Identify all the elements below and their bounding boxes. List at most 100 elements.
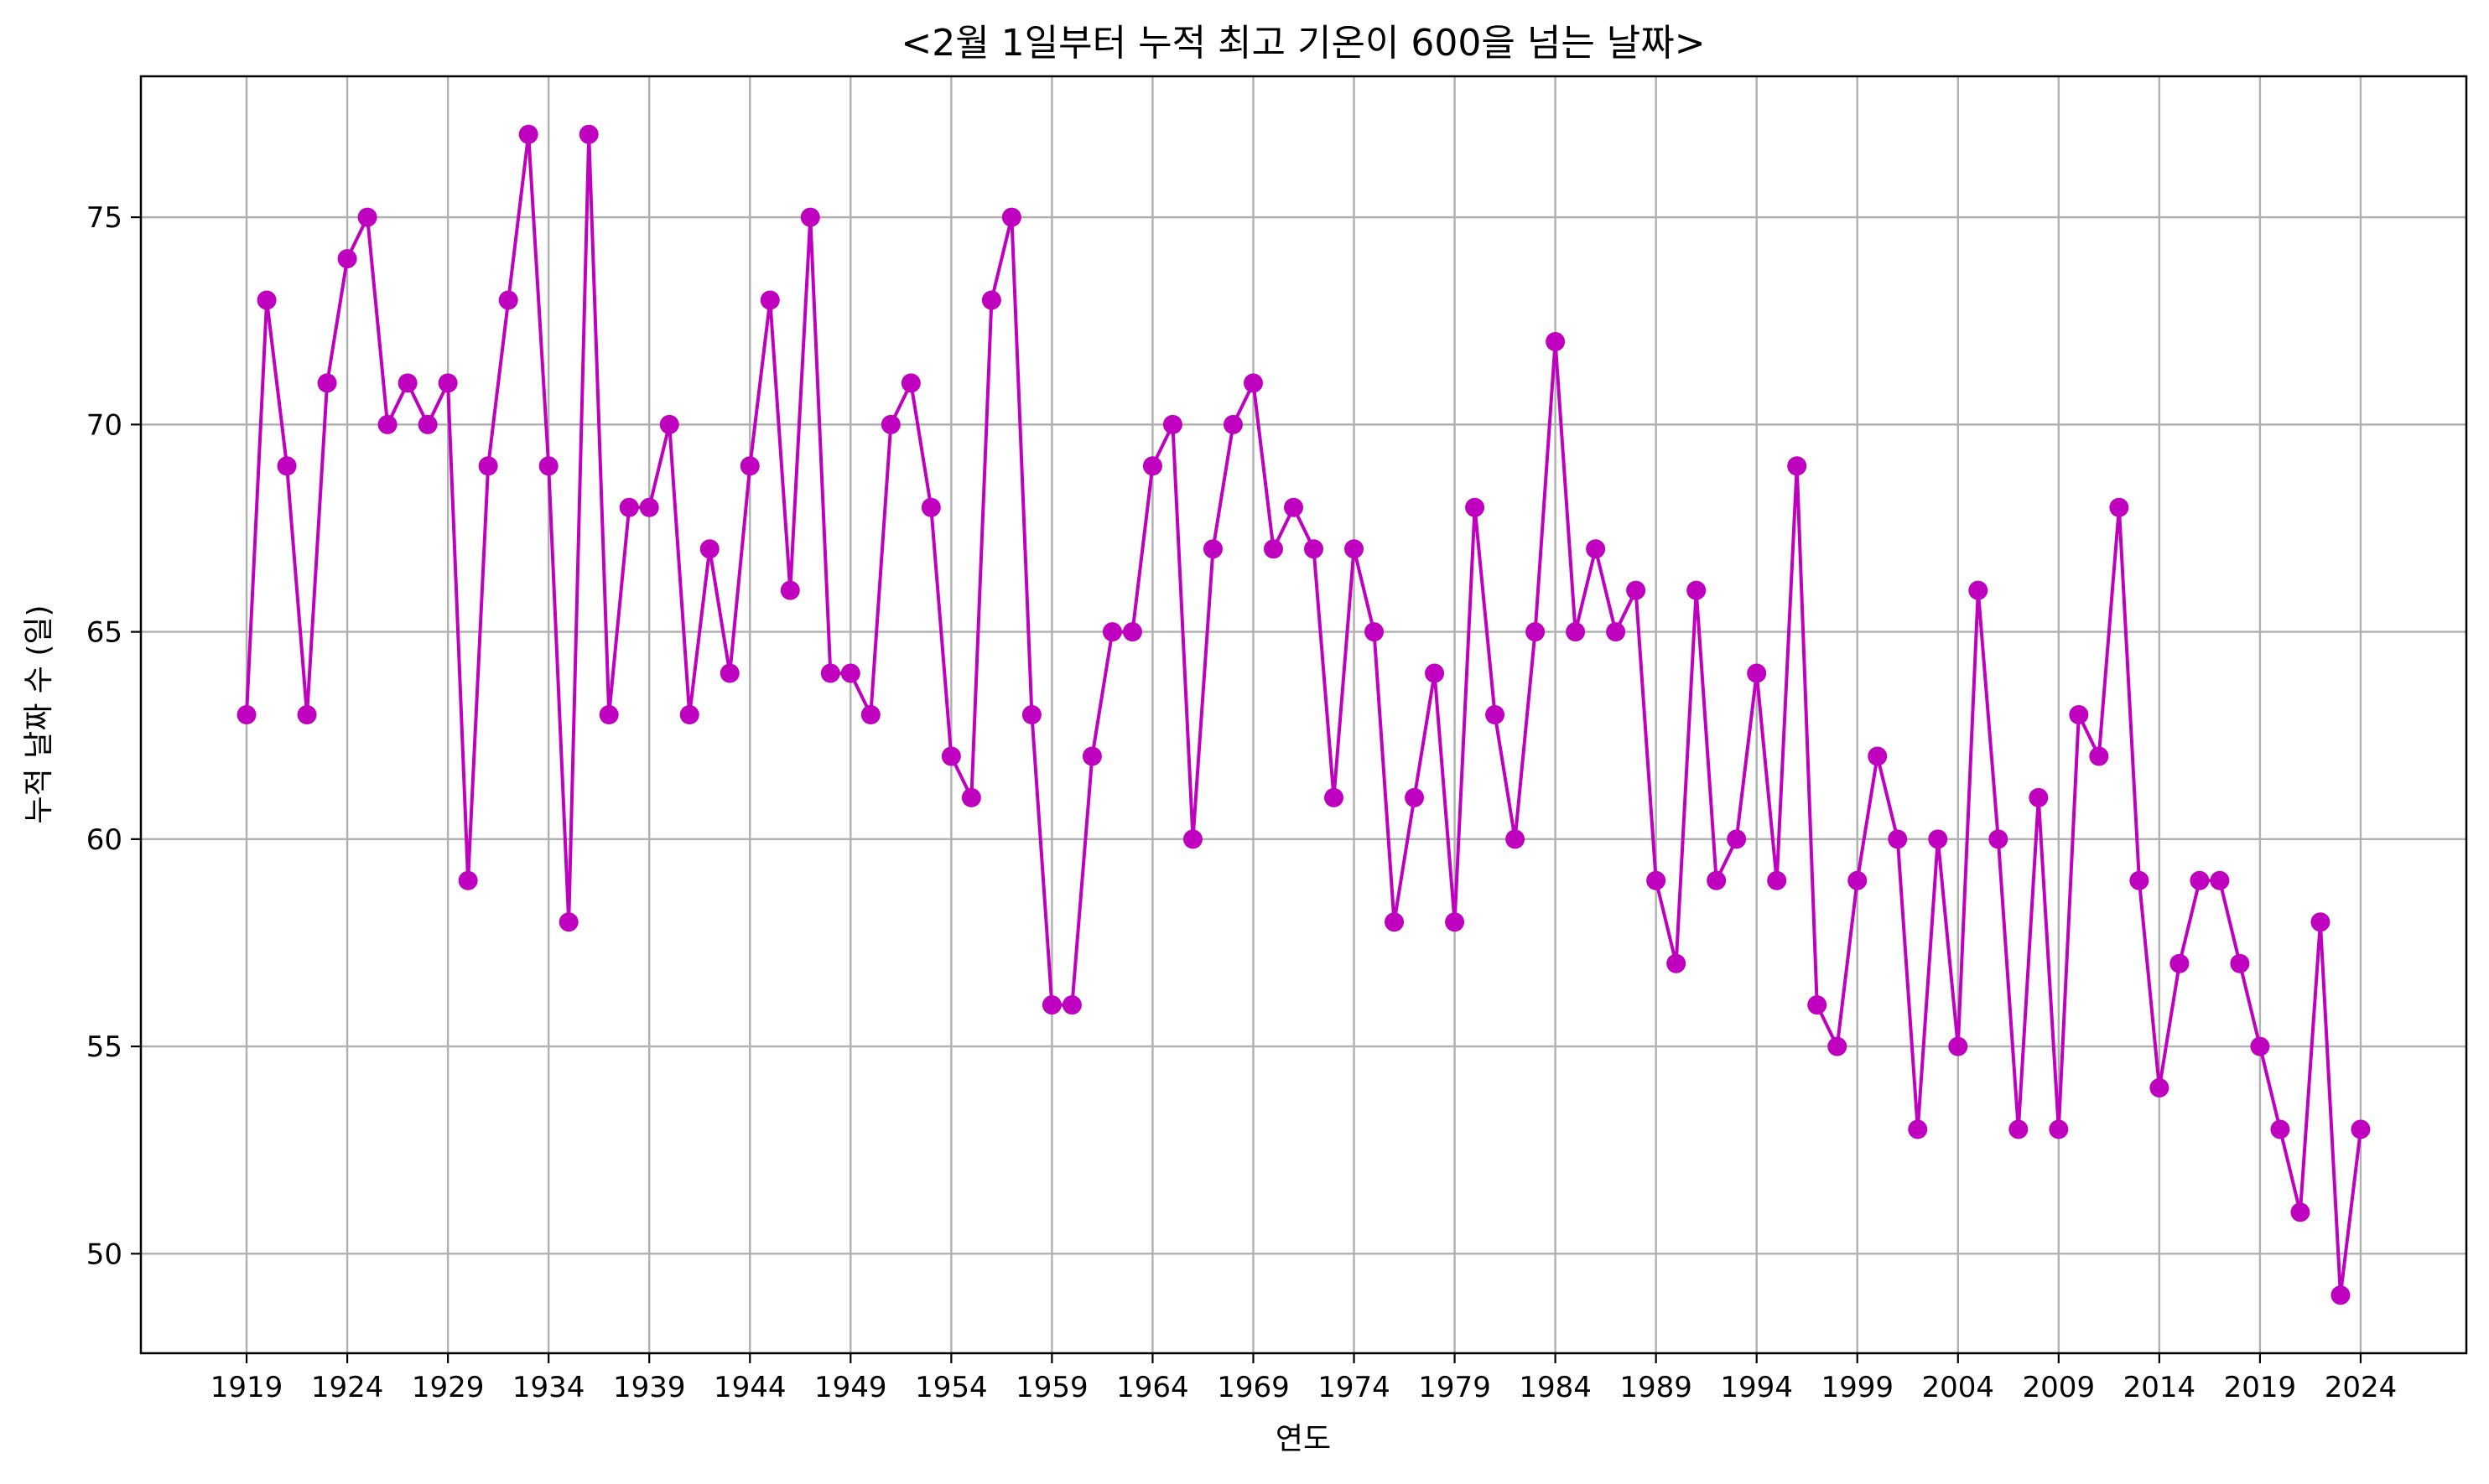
x-tick-label: 1974 [1317, 1371, 1390, 1404]
data-point [1182, 829, 1203, 849]
data-point [1868, 746, 1888, 766]
data-point [2331, 1285, 2351, 1305]
data-point [1082, 746, 1102, 766]
x-tick-label: 1994 [1720, 1371, 1793, 1404]
x-axis-ticks: 1919 1924 1929 1934 1939 1944 1949 1954 1959 1964… [210, 1353, 2397, 1404]
data-point [1847, 870, 1868, 890]
x-tick-label: 1959 [1016, 1371, 1089, 1404]
x-tick-label: 1964 [1116, 1371, 1189, 1404]
data-point [599, 705, 619, 724]
data-point [1304, 539, 1324, 559]
data-point [357, 207, 377, 227]
data-point [699, 539, 720, 559]
data-point [1928, 829, 1948, 849]
x-tick-label: 1934 [512, 1371, 585, 1404]
data-point [1263, 539, 1283, 559]
data-point [1364, 622, 1385, 642]
data-point [2190, 870, 2210, 890]
data-point [538, 456, 559, 476]
data-point [1485, 705, 1505, 724]
data-point [639, 497, 659, 517]
x-tick-label: 1954 [915, 1371, 988, 1404]
data-point [398, 373, 418, 393]
y-tick-label: 65 [86, 616, 122, 650]
data-point [458, 870, 478, 890]
data-point [901, 373, 921, 393]
data-point [921, 497, 941, 517]
data-point [498, 290, 518, 310]
data-point [1102, 622, 1122, 642]
data-series [236, 124, 2371, 1305]
y-axis-ticks: 50 55 60 65 70 75 [86, 201, 141, 1271]
data-point [1646, 870, 1666, 890]
data-point [760, 290, 780, 310]
data-point [317, 373, 337, 393]
data-point [1968, 580, 1988, 600]
data-point [337, 249, 357, 269]
x-tick-label: 2004 [1922, 1371, 1995, 1404]
data-point [1686, 580, 1707, 600]
data-point [579, 124, 599, 144]
x-tick-label: 1989 [1619, 1371, 1692, 1404]
data-point [2250, 1036, 2270, 1056]
data-point [2351, 1119, 2371, 1139]
data-point [1142, 456, 1162, 476]
data-point [860, 705, 881, 724]
data-point [1405, 787, 1425, 807]
x-tick-label: 2019 [2224, 1371, 2297, 1404]
data-point [1525, 622, 1546, 642]
data-point [820, 663, 840, 683]
data-point [1122, 622, 1142, 642]
data-point [1948, 1036, 1968, 1056]
series-line [245, 132, 2362, 1297]
x-axis-label: 연도 [1276, 1422, 1331, 1456]
data-point [1445, 912, 1465, 932]
data-point [1021, 705, 1042, 724]
data-point [2290, 1202, 2310, 1222]
data-point [1425, 663, 1445, 683]
data-point [257, 290, 277, 310]
x-tick-label: 1979 [1418, 1371, 1491, 1404]
data-point [1042, 995, 1062, 1015]
data-point [438, 373, 458, 393]
data-point [740, 456, 760, 476]
data-point [2169, 953, 2190, 973]
x-gridlines [245, 76, 2362, 1353]
data-point [1888, 829, 1908, 849]
data-point [1606, 622, 1626, 642]
x-tick-label: 1929 [412, 1371, 485, 1404]
data-point [297, 705, 317, 724]
data-point [518, 124, 538, 144]
data-point [478, 456, 498, 476]
data-point [2008, 1119, 2029, 1139]
data-point [2310, 912, 2331, 932]
data-point [780, 580, 800, 600]
data-point [961, 787, 981, 807]
data-point [2049, 1119, 2069, 1139]
data-point [377, 414, 398, 434]
y-tick-label: 75 [86, 201, 122, 235]
data-point [1465, 497, 1485, 517]
data-point [840, 663, 860, 683]
data-point [1566, 622, 1586, 642]
x-tick-label: 1999 [1821, 1371, 1894, 1404]
x-tick-label: 1919 [210, 1371, 283, 1404]
data-point [1586, 539, 1606, 559]
data-point [981, 290, 1001, 310]
y-tick-label: 60 [86, 823, 122, 857]
data-point [720, 663, 740, 683]
x-tick-label: 2009 [2023, 1371, 2096, 1404]
data-point [679, 705, 699, 724]
data-point [1546, 331, 1566, 351]
data-point [2089, 746, 2109, 766]
data-point [2069, 705, 2089, 724]
data-point [2109, 497, 2129, 517]
data-point [1988, 829, 2008, 849]
data-point [1162, 414, 1182, 434]
data-point [559, 912, 579, 932]
data-point [1062, 995, 1082, 1015]
data-point [1385, 912, 1405, 932]
data-point [1827, 1036, 1847, 1056]
data-point [1747, 663, 1767, 683]
